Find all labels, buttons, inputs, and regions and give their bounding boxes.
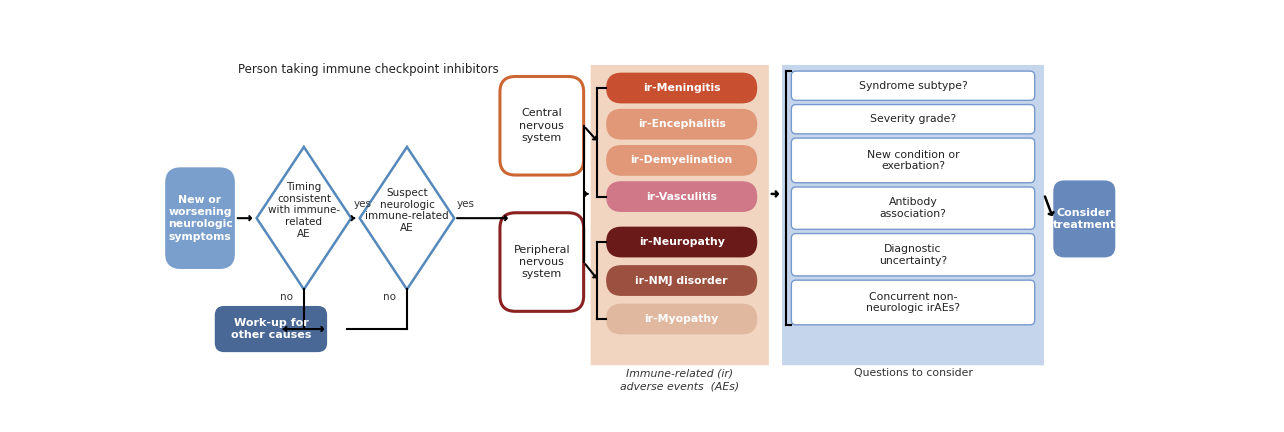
Text: ir-NMJ disorder: ir-NMJ disorder bbox=[636, 276, 728, 286]
Text: Central
nervous
system: Central nervous system bbox=[519, 108, 564, 143]
FancyBboxPatch shape bbox=[791, 187, 1035, 229]
Text: ir-Myopathy: ir-Myopathy bbox=[645, 314, 719, 324]
Text: New condition or
exerbation?: New condition or exerbation? bbox=[867, 149, 959, 171]
FancyBboxPatch shape bbox=[606, 145, 758, 176]
Text: Immune-related (ir)
adverse events  (AEs): Immune-related (ir) adverse events (AEs) bbox=[620, 368, 740, 391]
FancyBboxPatch shape bbox=[606, 265, 758, 296]
FancyBboxPatch shape bbox=[791, 280, 1035, 325]
FancyBboxPatch shape bbox=[166, 167, 235, 269]
Text: ir-Neuropathy: ir-Neuropathy bbox=[638, 237, 724, 247]
Text: no: no bbox=[280, 292, 293, 302]
Text: New or
worsening
neurologic
symptoms: New or worsening neurologic symptoms bbox=[168, 194, 232, 242]
Text: Timing
consistent
with immune-
related
AE: Timing consistent with immune- related A… bbox=[268, 182, 340, 238]
FancyBboxPatch shape bbox=[499, 76, 584, 175]
Text: yes: yes bbox=[457, 199, 475, 209]
FancyBboxPatch shape bbox=[791, 138, 1035, 183]
FancyBboxPatch shape bbox=[782, 65, 1044, 365]
FancyBboxPatch shape bbox=[214, 306, 327, 352]
Text: Work-up for
other causes: Work-up for other causes bbox=[231, 318, 311, 340]
FancyBboxPatch shape bbox=[791, 71, 1035, 100]
FancyBboxPatch shape bbox=[606, 109, 758, 140]
Text: Peripheral
nervous
system: Peripheral nervous system bbox=[514, 245, 570, 280]
Text: ir-Vasculitis: ir-Vasculitis bbox=[646, 192, 718, 202]
Text: Consider
treatment: Consider treatment bbox=[1053, 208, 1116, 230]
FancyBboxPatch shape bbox=[791, 105, 1035, 134]
FancyBboxPatch shape bbox=[591, 65, 769, 365]
FancyBboxPatch shape bbox=[791, 234, 1035, 276]
Text: Severity grade?: Severity grade? bbox=[871, 114, 957, 124]
Text: yes: yes bbox=[353, 199, 371, 209]
FancyBboxPatch shape bbox=[606, 227, 758, 257]
FancyBboxPatch shape bbox=[606, 304, 758, 334]
Text: Antibody
association?: Antibody association? bbox=[880, 197, 946, 219]
Text: Concurrent non-
neurologic irAEs?: Concurrent non- neurologic irAEs? bbox=[865, 292, 960, 313]
FancyBboxPatch shape bbox=[499, 213, 584, 311]
FancyBboxPatch shape bbox=[1053, 181, 1116, 257]
Text: ir-Meningitis: ir-Meningitis bbox=[643, 83, 720, 93]
Text: ir-Demyelination: ir-Demyelination bbox=[630, 156, 733, 165]
FancyBboxPatch shape bbox=[606, 73, 758, 103]
Text: Syndrome subtype?: Syndrome subtype? bbox=[859, 81, 967, 91]
FancyBboxPatch shape bbox=[606, 181, 758, 212]
Text: no: no bbox=[384, 292, 397, 302]
Text: Person taking immune checkpoint inhibitors: Person taking immune checkpoint inhibito… bbox=[238, 63, 498, 76]
Text: ir-Encephalitis: ir-Encephalitis bbox=[638, 119, 725, 129]
Text: Questions to consider: Questions to consider bbox=[854, 368, 972, 378]
Text: Diagnostic
uncertainty?: Diagnostic uncertainty? bbox=[880, 244, 948, 266]
Text: Suspect
neurologic
immune-related
AE: Suspect neurologic immune-related AE bbox=[365, 188, 449, 233]
